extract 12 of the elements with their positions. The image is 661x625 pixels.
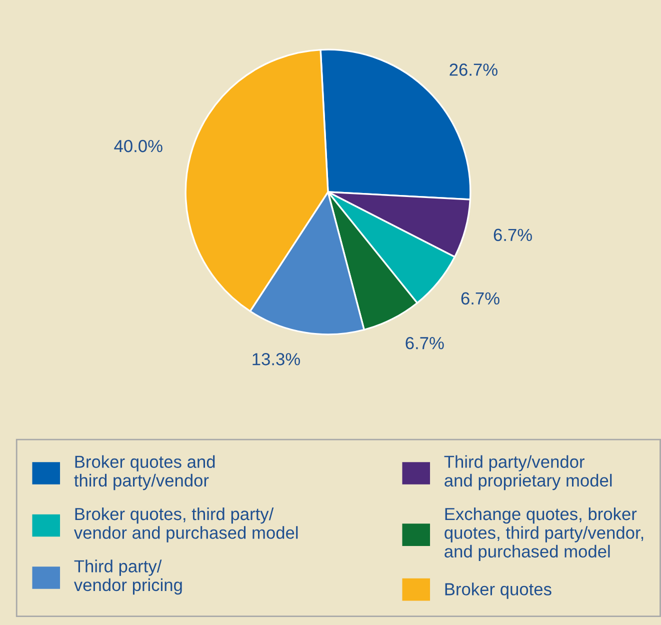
data-label: 26.7% <box>450 64 498 76</box>
legend-label: Broker quotes, third party/ vendor and purchased model <box>74 507 298 542</box>
legend-label: Broker quotes and third party/vendor <box>74 455 215 490</box>
data-label: 13.3% <box>252 353 300 366</box>
legend-label: Third party/ vendor pricing <box>74 560 182 595</box>
data-label: 6.7% <box>406 336 444 350</box>
data-label: 6.7% <box>494 228 532 242</box>
legend-label: Broker quotes <box>445 582 552 599</box>
legend-label: Third party/vendor and proprietary model <box>444 455 612 490</box>
data-label: 40.0% <box>114 140 162 152</box>
data-label: 6.7% <box>461 292 500 305</box>
legend-label: Exchange quotes, broker quotes, third party/vendor, and purchased model <box>444 507 644 562</box>
